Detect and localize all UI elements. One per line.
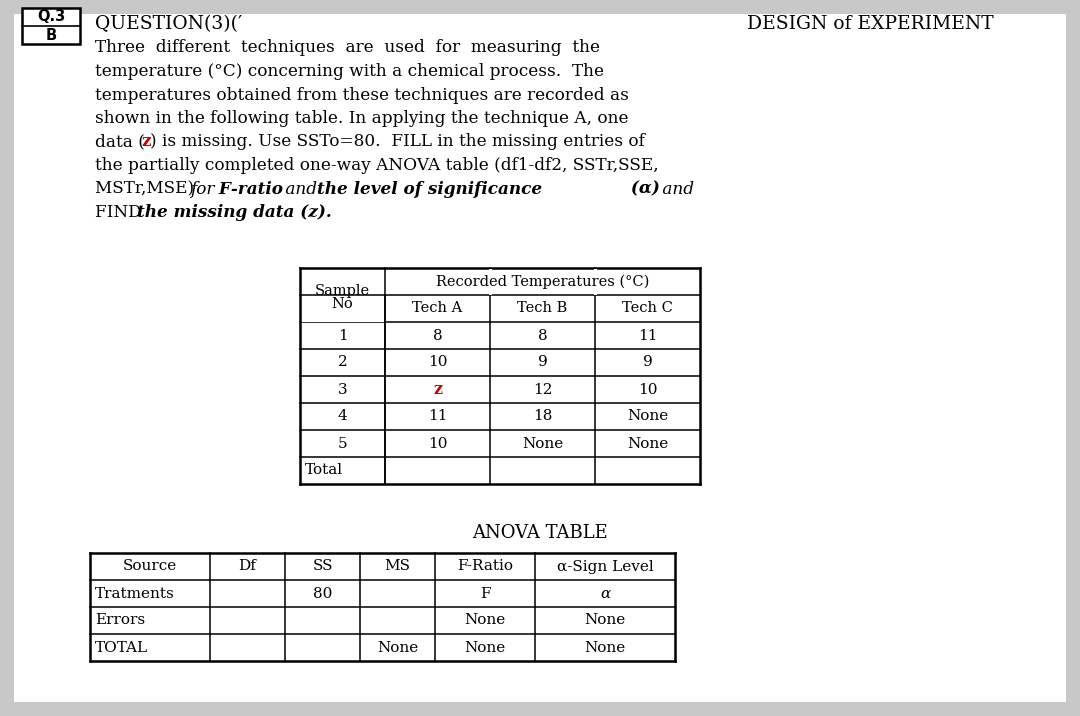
Text: No: No [332,297,353,311]
Text: temperatures obtained from these techniques are recorded as: temperatures obtained from these techniq… [95,87,629,104]
Text: TOTAL: TOTAL [95,641,148,654]
Text: None: None [584,614,625,627]
Text: B: B [45,27,56,42]
Bar [301,296,383,321]
Text: 80: 80 [313,586,333,601]
Text: F‑ratio: F‑ratio [213,180,283,198]
Text: and: and [280,180,322,198]
Text: 10: 10 [638,382,658,397]
Text: z: z [433,381,442,398]
Text: DESIGN of EXPERIMENT: DESIGN of EXPERIMENT [746,15,994,33]
Text: 2: 2 [338,356,348,369]
Bar [488,268,491,294]
Text: None: None [584,641,625,654]
Text: SS: SS [312,559,333,574]
Text: α: α [599,586,610,601]
Text: Errors: Errors [95,614,145,627]
Text: shown in the following table. In applying the technique A, one: shown in the following table. In applyin… [95,110,629,127]
Text: 9: 9 [538,356,548,369]
Bar [90,553,675,661]
Text: None: None [626,410,669,423]
Bar [594,268,596,294]
Text: Recorded Temperatures (°C): Recorded Temperatures (°C) [436,274,649,289]
Text: (α): (α) [625,180,660,198]
Text: Tech B: Tech B [517,301,568,316]
Bar [300,268,700,484]
Text: and: and [657,180,694,198]
Text: 18: 18 [532,410,552,423]
Text: F-Ratio: F-Ratio [457,559,513,574]
Bar [22,8,80,44]
Text: MS: MS [384,559,410,574]
Text: 12: 12 [532,382,552,397]
Text: Q.3: Q.3 [37,9,65,24]
Text: Total: Total [305,463,343,478]
Text: Three  different  techniques  are  used  for  measuring  the: Three different techniques are used for … [95,39,600,57]
Text: α-Sign Level: α-Sign Level [556,559,653,574]
Text: 8: 8 [433,329,443,342]
Text: FIND: FIND [95,204,147,221]
Text: Tratments: Tratments [95,586,175,601]
Text: Source: Source [123,559,177,574]
Text: ANOVA TABLE: ANOVA TABLE [472,524,608,542]
Text: None: None [377,641,418,654]
Text: MSTr,MSE): MSTr,MSE) [95,180,205,198]
Text: the missing data (z).: the missing data (z). [137,204,332,221]
Text: None: None [626,437,669,450]
Text: 10: 10 [428,437,447,450]
Text: temperature (°C) concerning with a chemical process.  The: temperature (°C) concerning with a chemi… [95,63,604,80]
Text: 1: 1 [338,329,348,342]
Text: Df: Df [239,559,256,574]
Text: Sample: Sample [315,284,370,298]
FancyBboxPatch shape [14,14,1066,702]
Text: 11: 11 [638,329,658,342]
Text: 4: 4 [338,410,348,423]
Text: z: z [141,133,150,150]
Text: 11: 11 [428,410,447,423]
Text: 5: 5 [338,437,348,450]
Text: the level of significance: the level of significance [318,180,542,198]
Text: the partially completed one-way ANOVA table (df1-df2, SSTr,SSE,: the partially completed one-way ANOVA ta… [95,157,659,174]
Text: 10: 10 [428,356,447,369]
Text: for: for [190,180,215,198]
Text: data (: data ( [95,133,145,150]
Text: 8: 8 [538,329,548,342]
Text: 9: 9 [643,356,652,369]
Text: F: F [480,586,490,601]
Text: Tech C: Tech C [622,301,673,316]
Text: None: None [522,437,563,450]
Text: QUESTION(3)(′: QUESTION(3)(′ [95,15,242,33]
Text: Tech A: Tech A [413,301,462,316]
Text: ) is missing. Use SSTo=80.  FILL in the missing entries of: ) is missing. Use SSTo=80. FILL in the m… [150,133,645,150]
Text: None: None [464,641,505,654]
Text: None: None [464,614,505,627]
Text: 3: 3 [338,382,348,397]
